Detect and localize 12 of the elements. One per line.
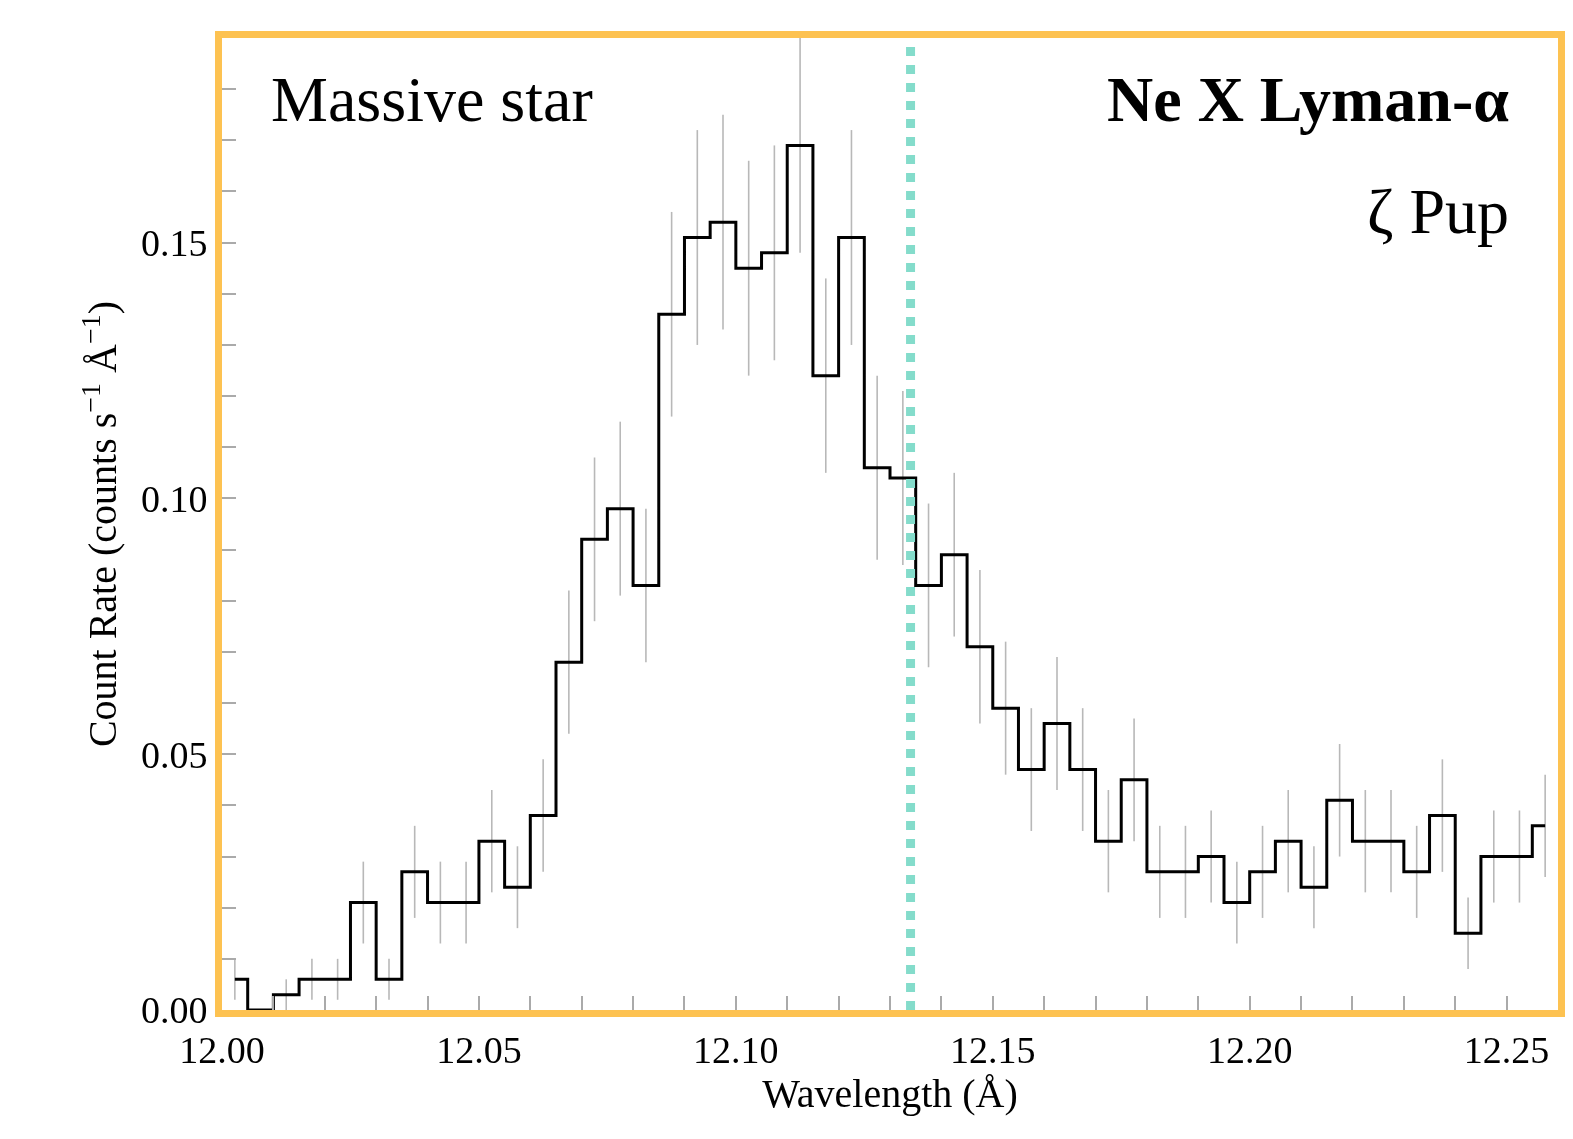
y-tick-label: 0.05 — [140, 733, 208, 776]
annotation: Massive star — [271, 64, 593, 135]
annotation: ζ Pup — [1367, 176, 1510, 247]
y-tick-label: 0.15 — [140, 221, 208, 264]
y-tick-label: 0.10 — [140, 477, 208, 520]
x-tick-label: 12.15 — [950, 1028, 1036, 1071]
x-axis-title: Wavelength (Å) — [762, 1070, 1018, 1116]
x-tick-label: 12.05 — [436, 1028, 522, 1071]
x-tick-label: 12.20 — [1206, 1028, 1293, 1071]
x-tick-label: 12.25 — [1463, 1028, 1550, 1071]
annotation: Ne X Lyman-α — [1107, 64, 1510, 135]
x-tick-label: 12.10 — [693, 1028, 779, 1071]
